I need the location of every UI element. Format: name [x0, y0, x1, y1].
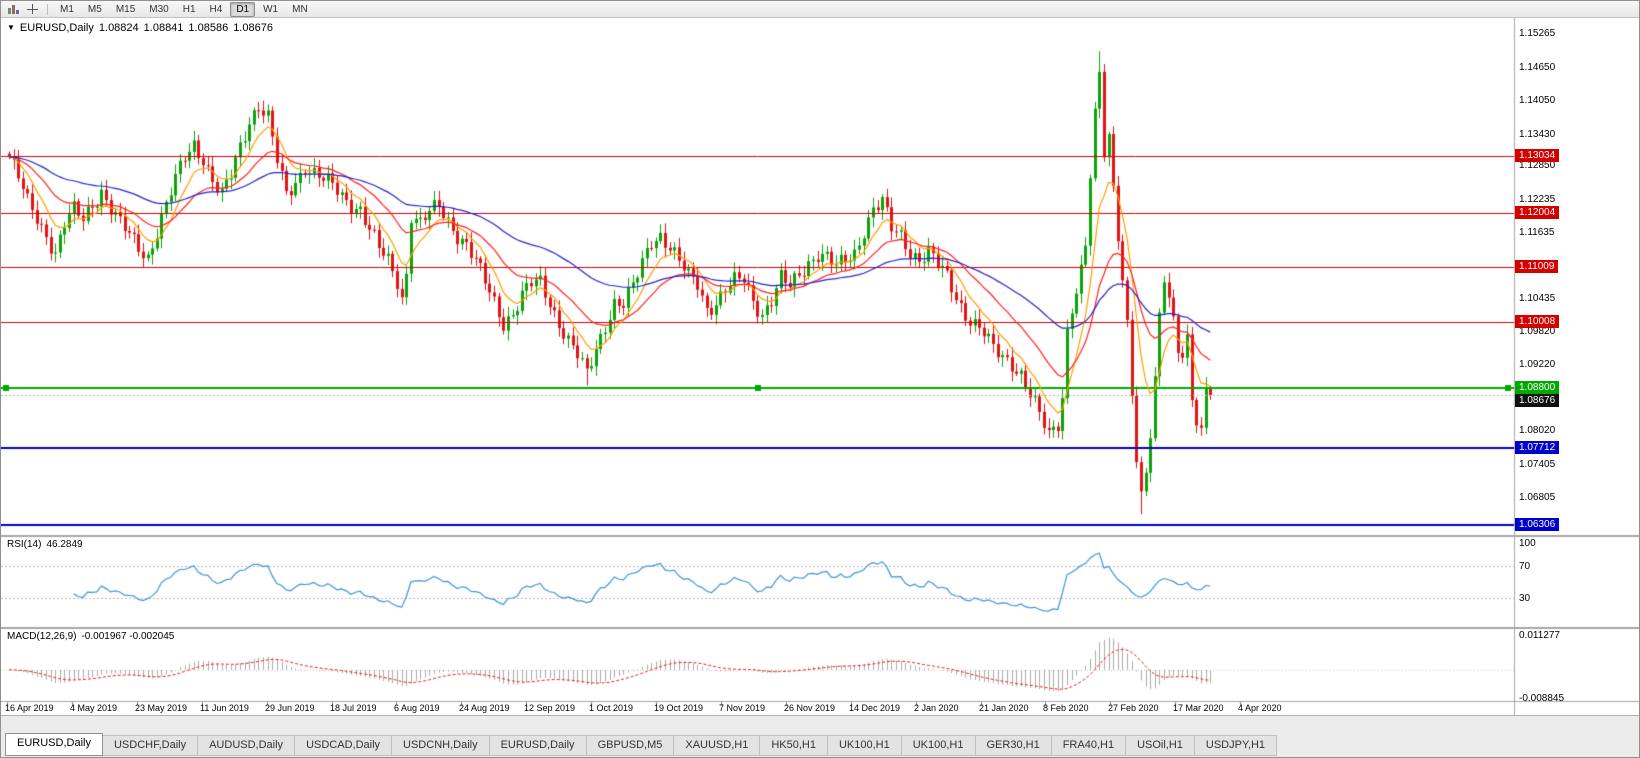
timeframe-button-D1[interactable]: D1	[230, 1, 256, 17]
timeframe-button-M15[interactable]: M15	[115, 3, 136, 15]
toolbar-separator	[47, 3, 48, 15]
bar-chart-icon[interactable]	[4, 2, 22, 17]
chart-tab-USDCHF-Daily[interactable]: USDCHF,Daily	[101, 735, 199, 756]
chart-tab-UK100-H1[interactable]: UK100,H1	[826, 735, 902, 756]
chart-tab-HK50-H1[interactable]: HK50,H1	[759, 735, 828, 756]
chart-tab-USDCAD-Daily[interactable]: USDCAD,Daily	[294, 735, 393, 756]
timeframe-button-MN[interactable]: MN	[292, 3, 308, 15]
chart-tab-GER30-H1[interactable]: GER30,H1	[974, 735, 1052, 756]
price-tag-1.12004[interactable]: 1.12004	[1515, 206, 1560, 219]
chart-tab-bar: EURUSD,Daily USDCHF,Daily AUDUSD,Daily USDC…	[1, 715, 1639, 757]
price-tag-1.07712[interactable]: 1.07712	[1515, 441, 1560, 454]
chart-tab-XAUUSD-H1[interactable]: XAUUSD,H1	[673, 735, 761, 756]
price-tag-1.10008[interactable]: 1.10008	[1515, 315, 1560, 328]
chart-tab-GBPUSD-M5[interactable]: GBPUSD,M5	[585, 735, 675, 756]
timeframe-button-H4[interactable]: H4	[209, 3, 223, 15]
timeframe-button-W1[interactable]: W1	[263, 3, 279, 15]
chart-surface[interactable]	[1, 18, 1639, 717]
crosshair-icon[interactable]	[23, 2, 41, 17]
chart-tab-AUDUSD-Daily[interactable]: AUDUSD,Daily	[197, 735, 296, 756]
price-tag-1.06306[interactable]: 1.06306	[1515, 518, 1560, 531]
timeframe-button-M1[interactable]: M1	[60, 3, 74, 15]
price-tag-1.08800[interactable]: 1.08800	[1515, 381, 1560, 394]
chart-tab-EURUSD-Daily[interactable]: EURUSD,Daily	[488, 735, 587, 756]
chart-tab-UK100-H1[interactable]: UK100,H1	[900, 735, 976, 756]
toolbar: M1 M5 M15 M30 H1 H4 D1 W1 MN	[1, 1, 1639, 18]
chart-tabs: EURUSD,Daily USDCHF,Daily AUDUSD,Daily USDC…	[5, 733, 1278, 756]
chart-tab-EURUSD-Daily[interactable]: EURUSD,Daily	[5, 733, 103, 756]
timeframe-button-H1[interactable]: H1	[182, 3, 196, 15]
chart-tab-USDJPY-H1[interactable]: USDJPY,H1	[1193, 735, 1278, 756]
chart-tab-FRA40-H1[interactable]: FRA40,H1	[1050, 735, 1127, 756]
timeframe-buttons: M1 M5 M15 M30 H1 H4 D1 W1 MN	[53, 1, 315, 17]
chart-tab-USOil-H1[interactable]: USOil,H1	[1125, 735, 1195, 756]
price-tag-1.13034[interactable]: 1.13034	[1515, 149, 1560, 162]
current-price-tag: 1.08676	[1515, 394, 1560, 407]
chart-tab-USDCNH-Daily[interactable]: USDCNH,Daily	[391, 735, 490, 756]
price-tag-1.11009[interactable]: 1.11009	[1515, 260, 1559, 273]
timeframe-button-M30[interactable]: M30	[149, 3, 169, 15]
timeframe-button-M5[interactable]: M5	[87, 3, 102, 15]
